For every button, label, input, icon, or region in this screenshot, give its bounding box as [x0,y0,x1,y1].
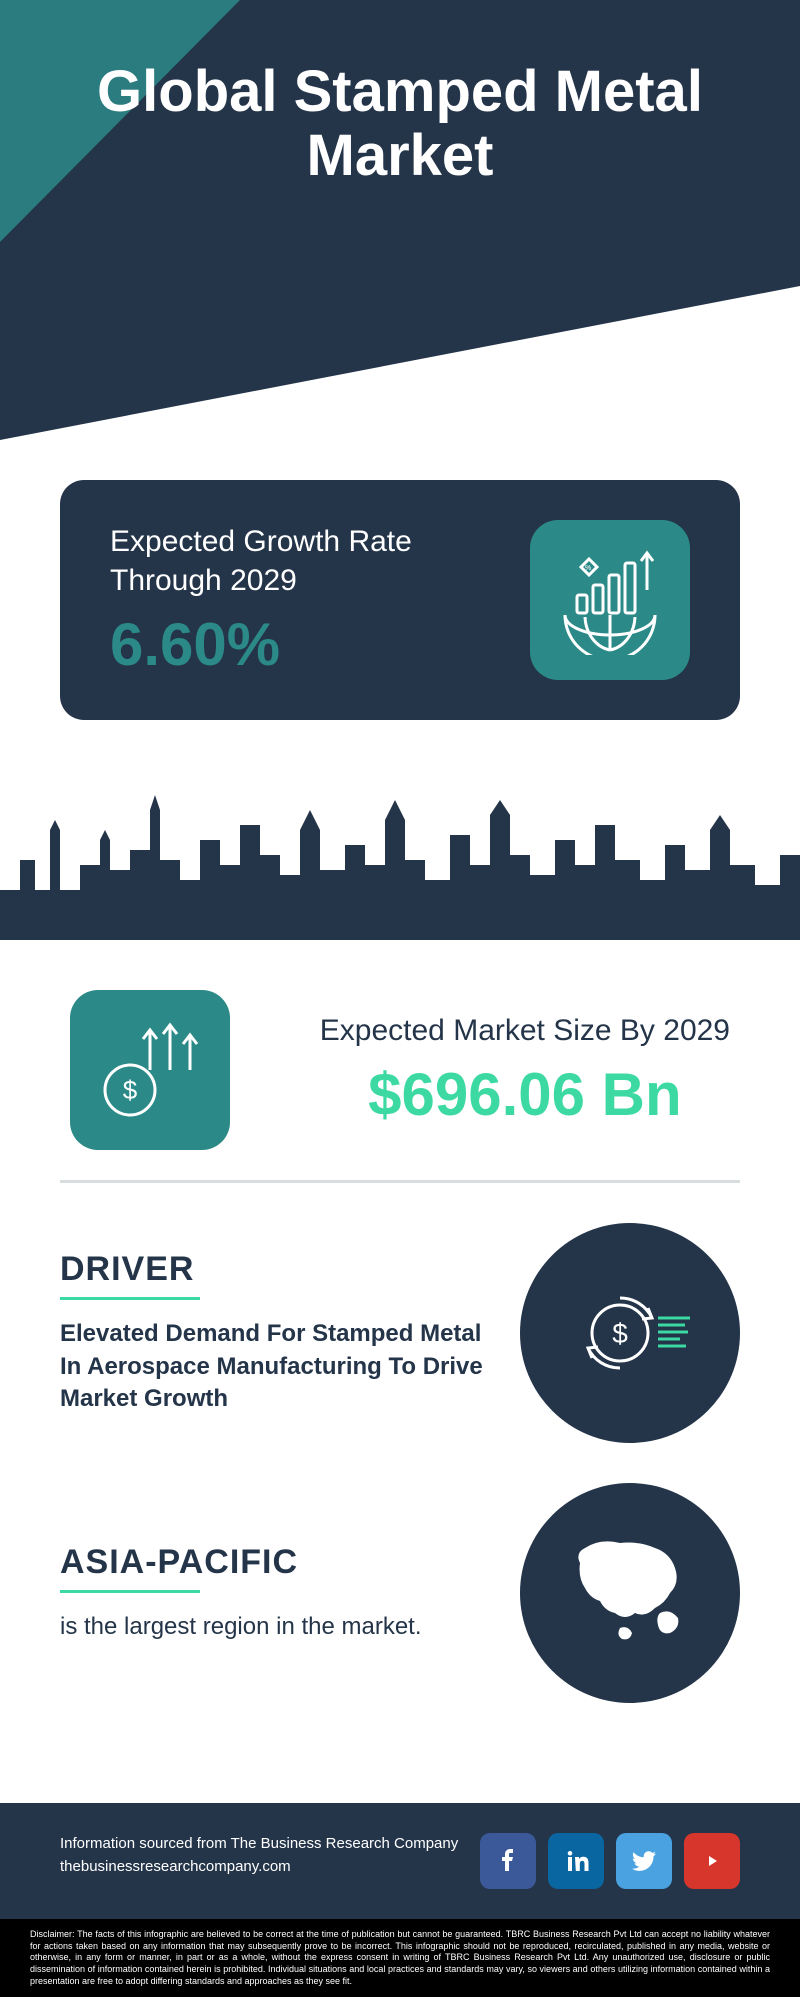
market-size-label: Expected Market Size By 2029 [320,1011,730,1050]
growth-value: 6.60% [110,610,530,679]
region-body: is the largest region in the market. [60,1611,490,1643]
growth-chart-globe-icon: % [555,545,665,655]
region-section: ASIA-PACIFIC is the largest region in th… [60,1483,740,1703]
facebook-icon [494,1847,522,1875]
twitter-button[interactable] [616,1833,672,1889]
market-size-value: $696.06 Bn [320,1060,730,1129]
growth-label: Expected Growth Rate Through 2029 [110,522,530,600]
linkedin-icon [562,1847,590,1875]
market-size-icon-box: $ [70,990,230,1150]
driver-heading: DRIVER [60,1250,490,1289]
page-title: Global Stamped Metal Market [0,60,800,188]
region-underline [60,1590,200,1593]
footer-line2: thebusinessresearchcompany.com [60,1856,458,1879]
facebook-button[interactable] [480,1833,536,1889]
svg-text:$: $ [123,1075,138,1105]
region-text: ASIA-PACIFIC is the largest region in th… [60,1543,490,1643]
disclaimer: Disclaimer: The facts of this infographi… [0,1919,800,1997]
city-skyline [0,770,800,940]
youtube-icon [697,1850,727,1872]
social-links [480,1833,740,1889]
header: Global Stamped Metal Market [0,0,800,440]
driver-section: DRIVER Elevated Demand For Stamped Metal… [60,1223,740,1443]
driver-icon-circle: $ [520,1223,740,1443]
growth-rate-card: Expected Growth Rate Through 2029 6.60% … [60,480,740,720]
footer: Information sourced from The Business Re… [0,1803,800,1919]
region-icon-circle [520,1483,740,1703]
footer-text: Information sourced from The Business Re… [60,1833,458,1878]
growth-icon-box: % [530,520,690,680]
market-size-row: $ Expected Market Size By 2029 $696.06 B… [60,970,740,1183]
dollar-arrow-up-icon: $ [95,1015,205,1125]
market-size-text: Expected Market Size By 2029 $696.06 Bn [320,1011,730,1129]
footer-line1: Information sourced from The Business Re… [60,1833,458,1856]
dollar-cycle-icon: $ [560,1263,700,1403]
svg-text:$: $ [612,1318,628,1349]
twitter-icon [630,1847,658,1875]
asia-map-icon [550,1513,710,1673]
youtube-button[interactable] [684,1833,740,1889]
region-heading: ASIA-PACIFIC [60,1543,490,1582]
svg-text:%: % [585,565,591,572]
driver-underline [60,1297,200,1300]
driver-text: DRIVER Elevated Demand For Stamped Metal… [60,1250,490,1415]
growth-text: Expected Growth Rate Through 2029 6.60% [110,522,530,679]
driver-body: Elevated Demand For Stamped Metal In Aer… [60,1318,490,1415]
linkedin-button[interactable] [548,1833,604,1889]
